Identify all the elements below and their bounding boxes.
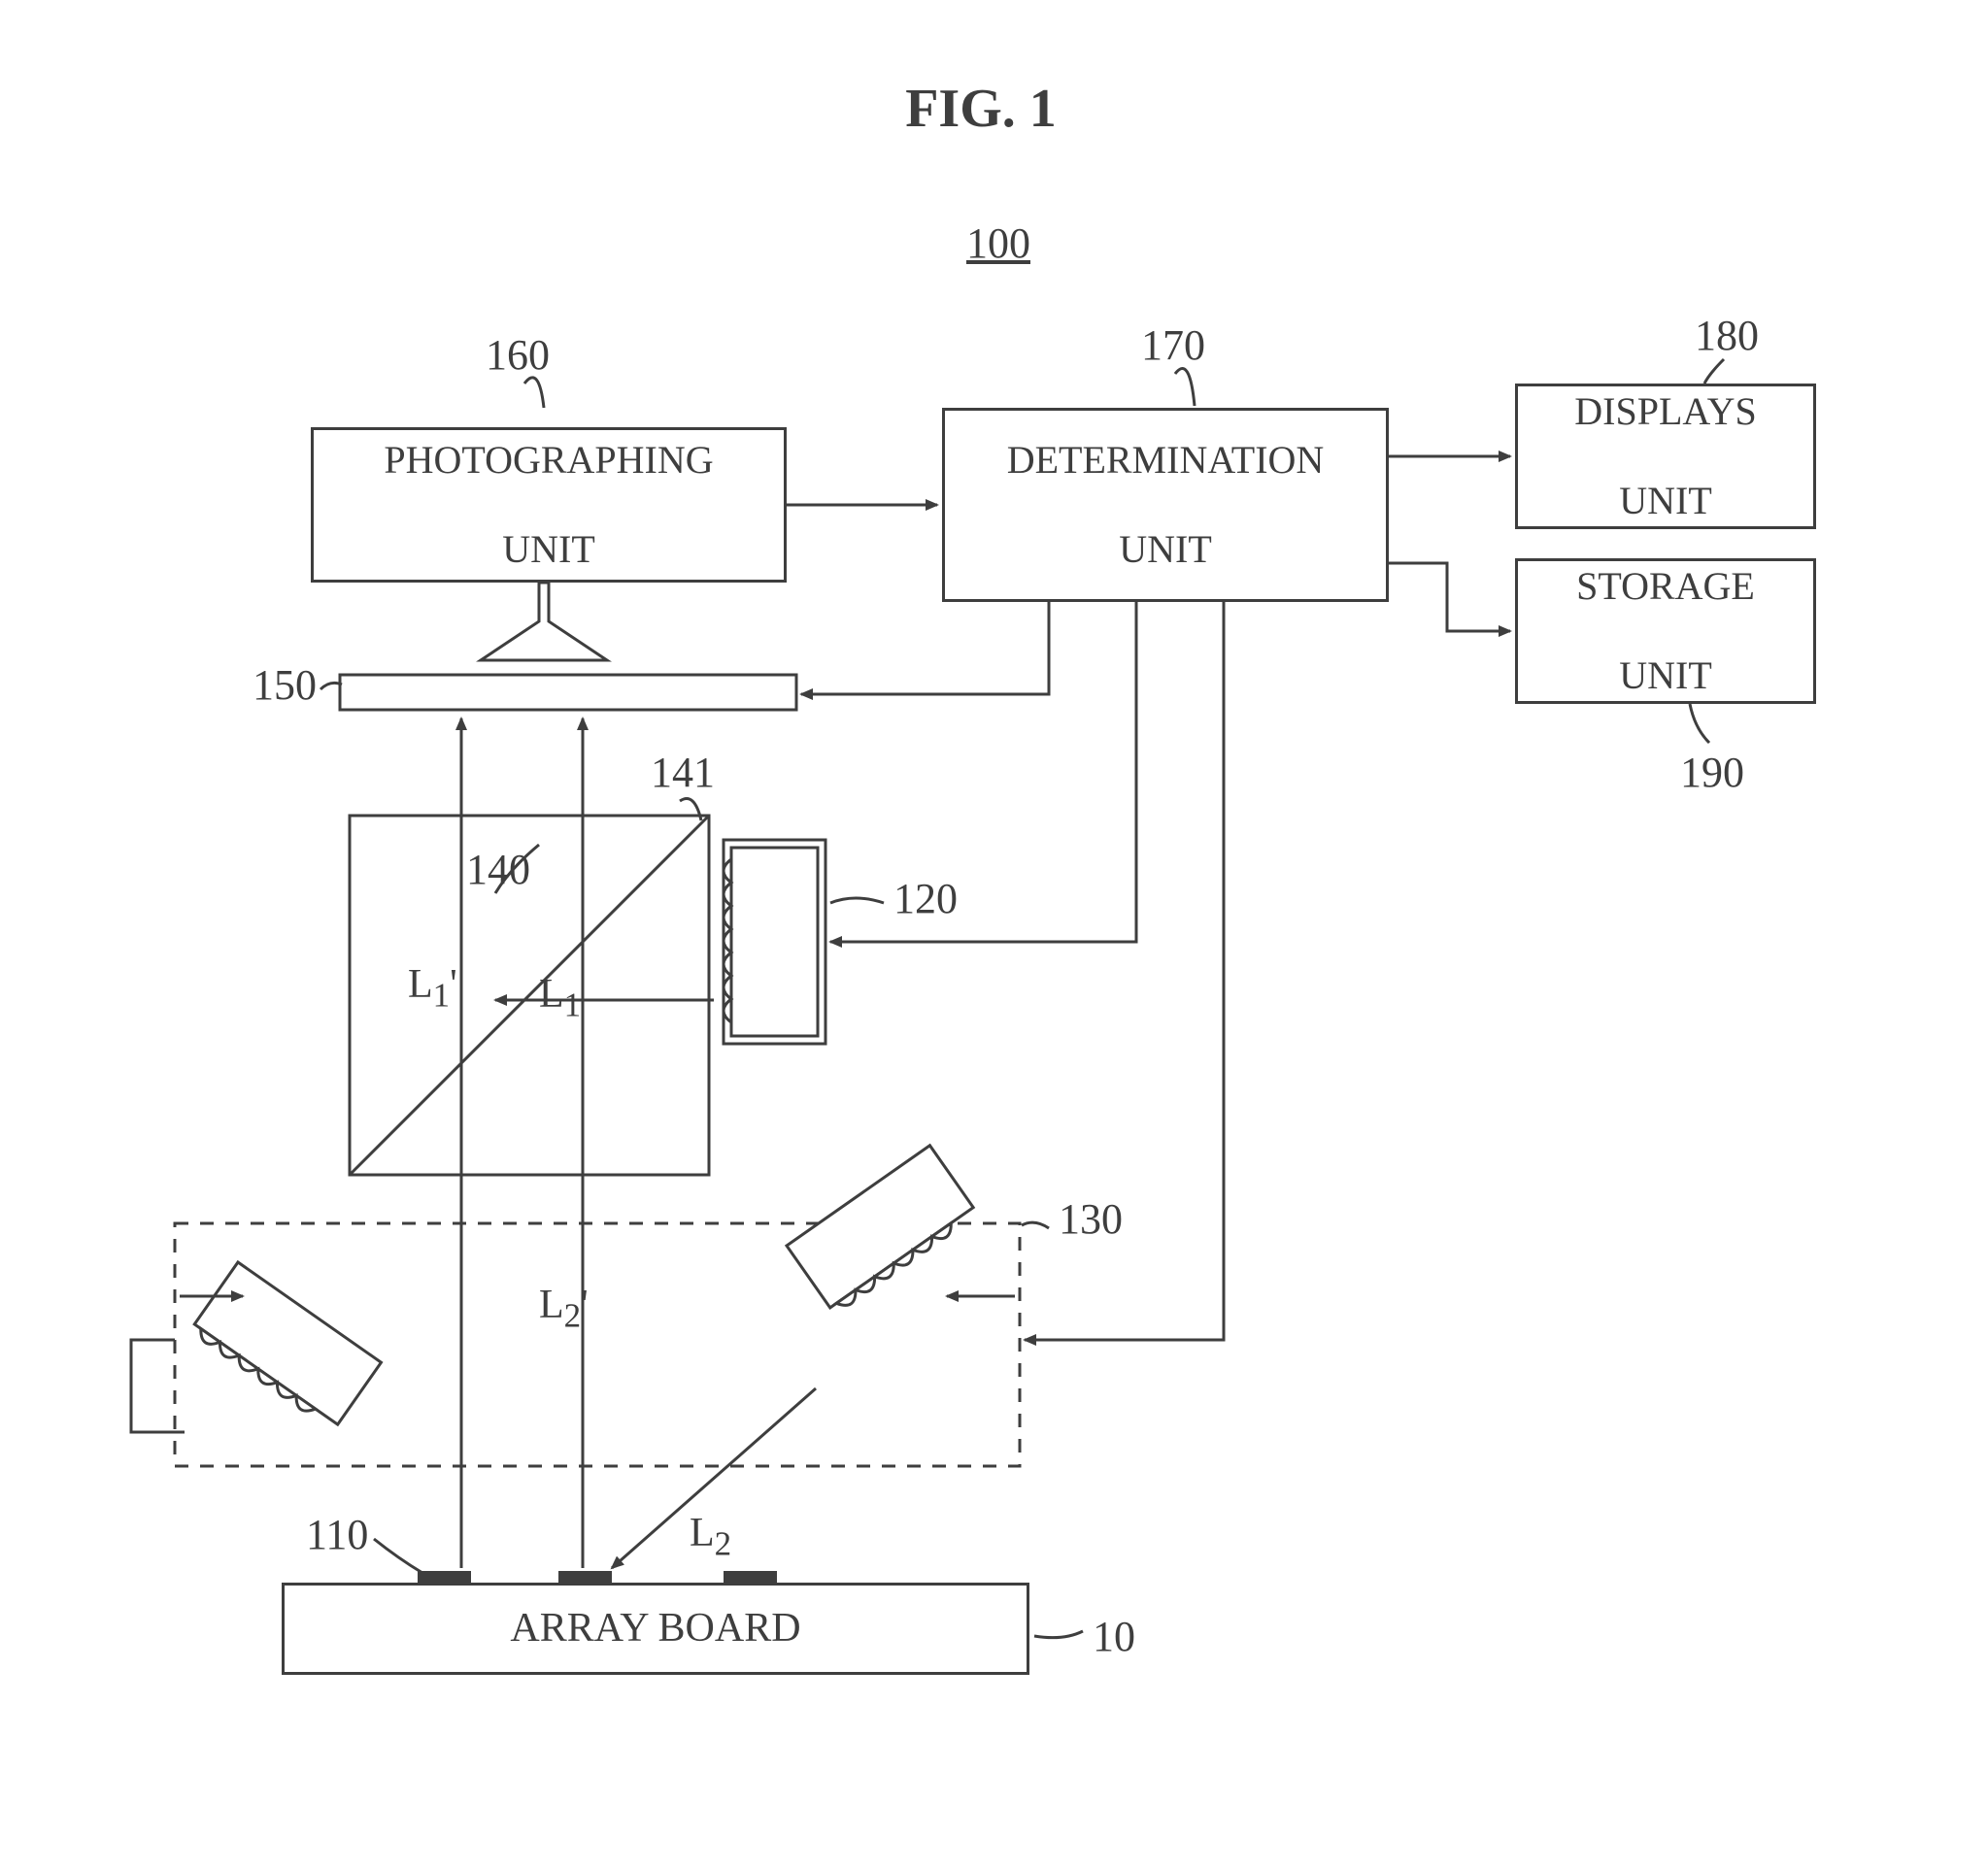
- arrow-L2-left: [369, 1388, 442, 1456]
- sample-2: [558, 1571, 612, 1583]
- arrow-rside-to-llamp: [131, 1340, 185, 1432]
- sample-3: [724, 1571, 777, 1583]
- arrow-det-to-vlamp: [830, 602, 1136, 942]
- leader-170: [1175, 369, 1195, 406]
- beamsplitter-diagonal: [350, 816, 709, 1175]
- arrow-L2: [612, 1388, 816, 1568]
- vertical-lamp: [724, 840, 826, 1044]
- leader-120: [830, 898, 884, 903]
- platform: [340, 675, 796, 710]
- left-angled-lamp: [189, 1262, 381, 1432]
- leader-110: [374, 1539, 422, 1573]
- arrow-det-to-platform: [801, 602, 1049, 694]
- leader-10: [1034, 1631, 1083, 1638]
- camera-stand: [481, 583, 607, 660]
- right-angled-lamp: [787, 1146, 978, 1316]
- leader-130: [1022, 1222, 1049, 1228]
- leader-141: [680, 799, 701, 821]
- arrow-det-to-storage: [1389, 563, 1510, 631]
- leader-180: [1704, 359, 1724, 384]
- leader-160: [524, 378, 544, 408]
- leader-190: [1690, 704, 1709, 743]
- sample-1: [418, 1571, 471, 1583]
- arrow-det-to-rlamp: [1025, 602, 1224, 1340]
- diagram-svg: [0, 0, 1988, 1870]
- leader-140: [495, 845, 539, 893]
